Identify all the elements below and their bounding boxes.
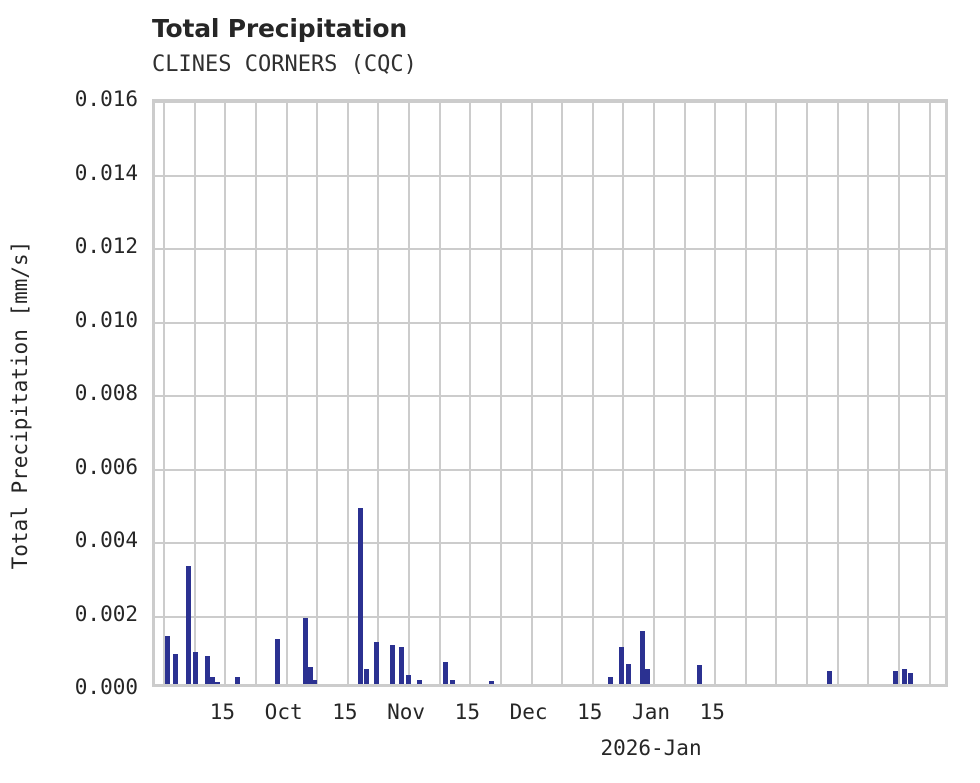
bar [644, 669, 650, 684]
bar [234, 677, 240, 684]
bar [364, 669, 370, 684]
bar [311, 680, 317, 684]
gridline-vertical [561, 102, 564, 684]
x-axis-tick-label: 15 [699, 700, 725, 724]
bar [308, 667, 314, 684]
gridline-vertical [622, 102, 625, 684]
bar [210, 676, 216, 684]
y-axis-tick-label: 0.008 [74, 381, 138, 405]
y-axis-tick-label: 0.012 [74, 234, 138, 258]
gridline-horizontal [155, 615, 945, 618]
bar [390, 645, 396, 684]
bar [827, 670, 833, 684]
bar [639, 631, 645, 684]
bar [164, 636, 170, 684]
y-axis-tick-label: 0.004 [74, 528, 138, 552]
gridline-horizontal [155, 321, 945, 324]
bar [489, 680, 495, 684]
x-axis-tick-label: Nov [387, 700, 426, 724]
bar [697, 664, 703, 684]
gridline-horizontal [155, 174, 945, 177]
gridline-vertical [346, 102, 349, 684]
gridline-vertical [499, 102, 502, 684]
bar [186, 566, 192, 684]
gridline-vertical [775, 102, 778, 684]
gridline-vertical [836, 102, 839, 684]
bar [619, 647, 625, 684]
gridline-vertical [469, 102, 472, 684]
bar [204, 656, 210, 684]
gridline-horizontal [155, 468, 945, 471]
y-axis-tick-label: 0.006 [74, 454, 138, 479]
gridline-vertical [683, 102, 686, 684]
gridline-vertical [224, 102, 227, 684]
y-axis-tick-label: 0.002 [74, 601, 138, 626]
bar [373, 642, 379, 684]
gridline-vertical [928, 102, 931, 684]
x-axis-sublabel: 2026-Jan [600, 736, 702, 760]
y-axis-tick-label: 0.014 [74, 160, 138, 185]
chart-title: Total Precipitation [152, 14, 407, 43]
gridline-vertical [653, 102, 656, 684]
x-axis-tick-label: 15 [577, 700, 603, 724]
bar [626, 663, 632, 684]
bar [172, 653, 178, 684]
gridline-horizontal [155, 102, 945, 103]
gridline-vertical [255, 102, 258, 684]
bar [893, 670, 899, 684]
chart-subtitle: CLINES CORNERS (CQC) [152, 52, 417, 77]
bar [274, 639, 280, 684]
bar [398, 646, 404, 684]
gridline-horizontal [155, 542, 945, 544]
bar [450, 680, 456, 684]
gridline-vertical [193, 102, 196, 684]
y-axis-tick-label: 0.010 [74, 307, 138, 332]
x-axis-tick-label: 15 [332, 700, 358, 724]
bar [608, 677, 614, 684]
bar [192, 652, 198, 684]
gridline-horizontal [155, 248, 945, 250]
gridline-vertical [714, 102, 717, 684]
gridline-vertical [408, 102, 411, 684]
bar [417, 679, 423, 684]
gridline-vertical [163, 102, 166, 684]
gridline-vertical [285, 102, 288, 684]
gridline-vertical [744, 102, 747, 684]
gridline-vertical [591, 102, 594, 684]
gridline-vertical [377, 102, 380, 684]
gridline-vertical [806, 102, 809, 684]
gridline-horizontal [155, 395, 945, 397]
plot-inner [155, 102, 945, 684]
gridline-vertical [867, 102, 870, 684]
gridline-vertical [316, 102, 319, 684]
x-axis-tick-label: Dec [509, 700, 548, 724]
gridline-vertical [438, 102, 441, 684]
bar [908, 672, 914, 684]
gridline-vertical [530, 102, 533, 684]
plot-area [152, 99, 948, 687]
x-axis-tick-label: 15 [454, 700, 480, 724]
y-axis-tick-label: 0.000 [74, 675, 138, 699]
bar [405, 674, 411, 684]
gridline-vertical [897, 102, 900, 684]
bar [358, 507, 364, 684]
bar [901, 669, 907, 684]
bar [442, 661, 448, 684]
x-axis-tick-label: Oct [264, 700, 303, 724]
x-axis-tick-label: 15 [209, 700, 236, 724]
x-axis-tick-label: Jan [632, 700, 670, 724]
bar [302, 617, 308, 684]
y-axis-tick-label: 0.016 [74, 87, 138, 111]
bar [214, 681, 220, 684]
